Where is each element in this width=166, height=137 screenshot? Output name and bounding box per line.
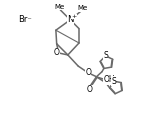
Text: N: N <box>67 15 74 24</box>
Text: Me: Me <box>54 4 64 10</box>
Text: OH: OH <box>104 75 116 84</box>
Text: Me: Me <box>78 5 88 11</box>
Text: O: O <box>85 68 91 77</box>
Text: O: O <box>54 48 60 57</box>
Text: O: O <box>86 85 92 94</box>
Text: +: + <box>71 14 76 19</box>
Text: Br⁻: Br⁻ <box>18 15 32 24</box>
Text: S: S <box>111 77 116 86</box>
Text: S: S <box>103 51 108 60</box>
